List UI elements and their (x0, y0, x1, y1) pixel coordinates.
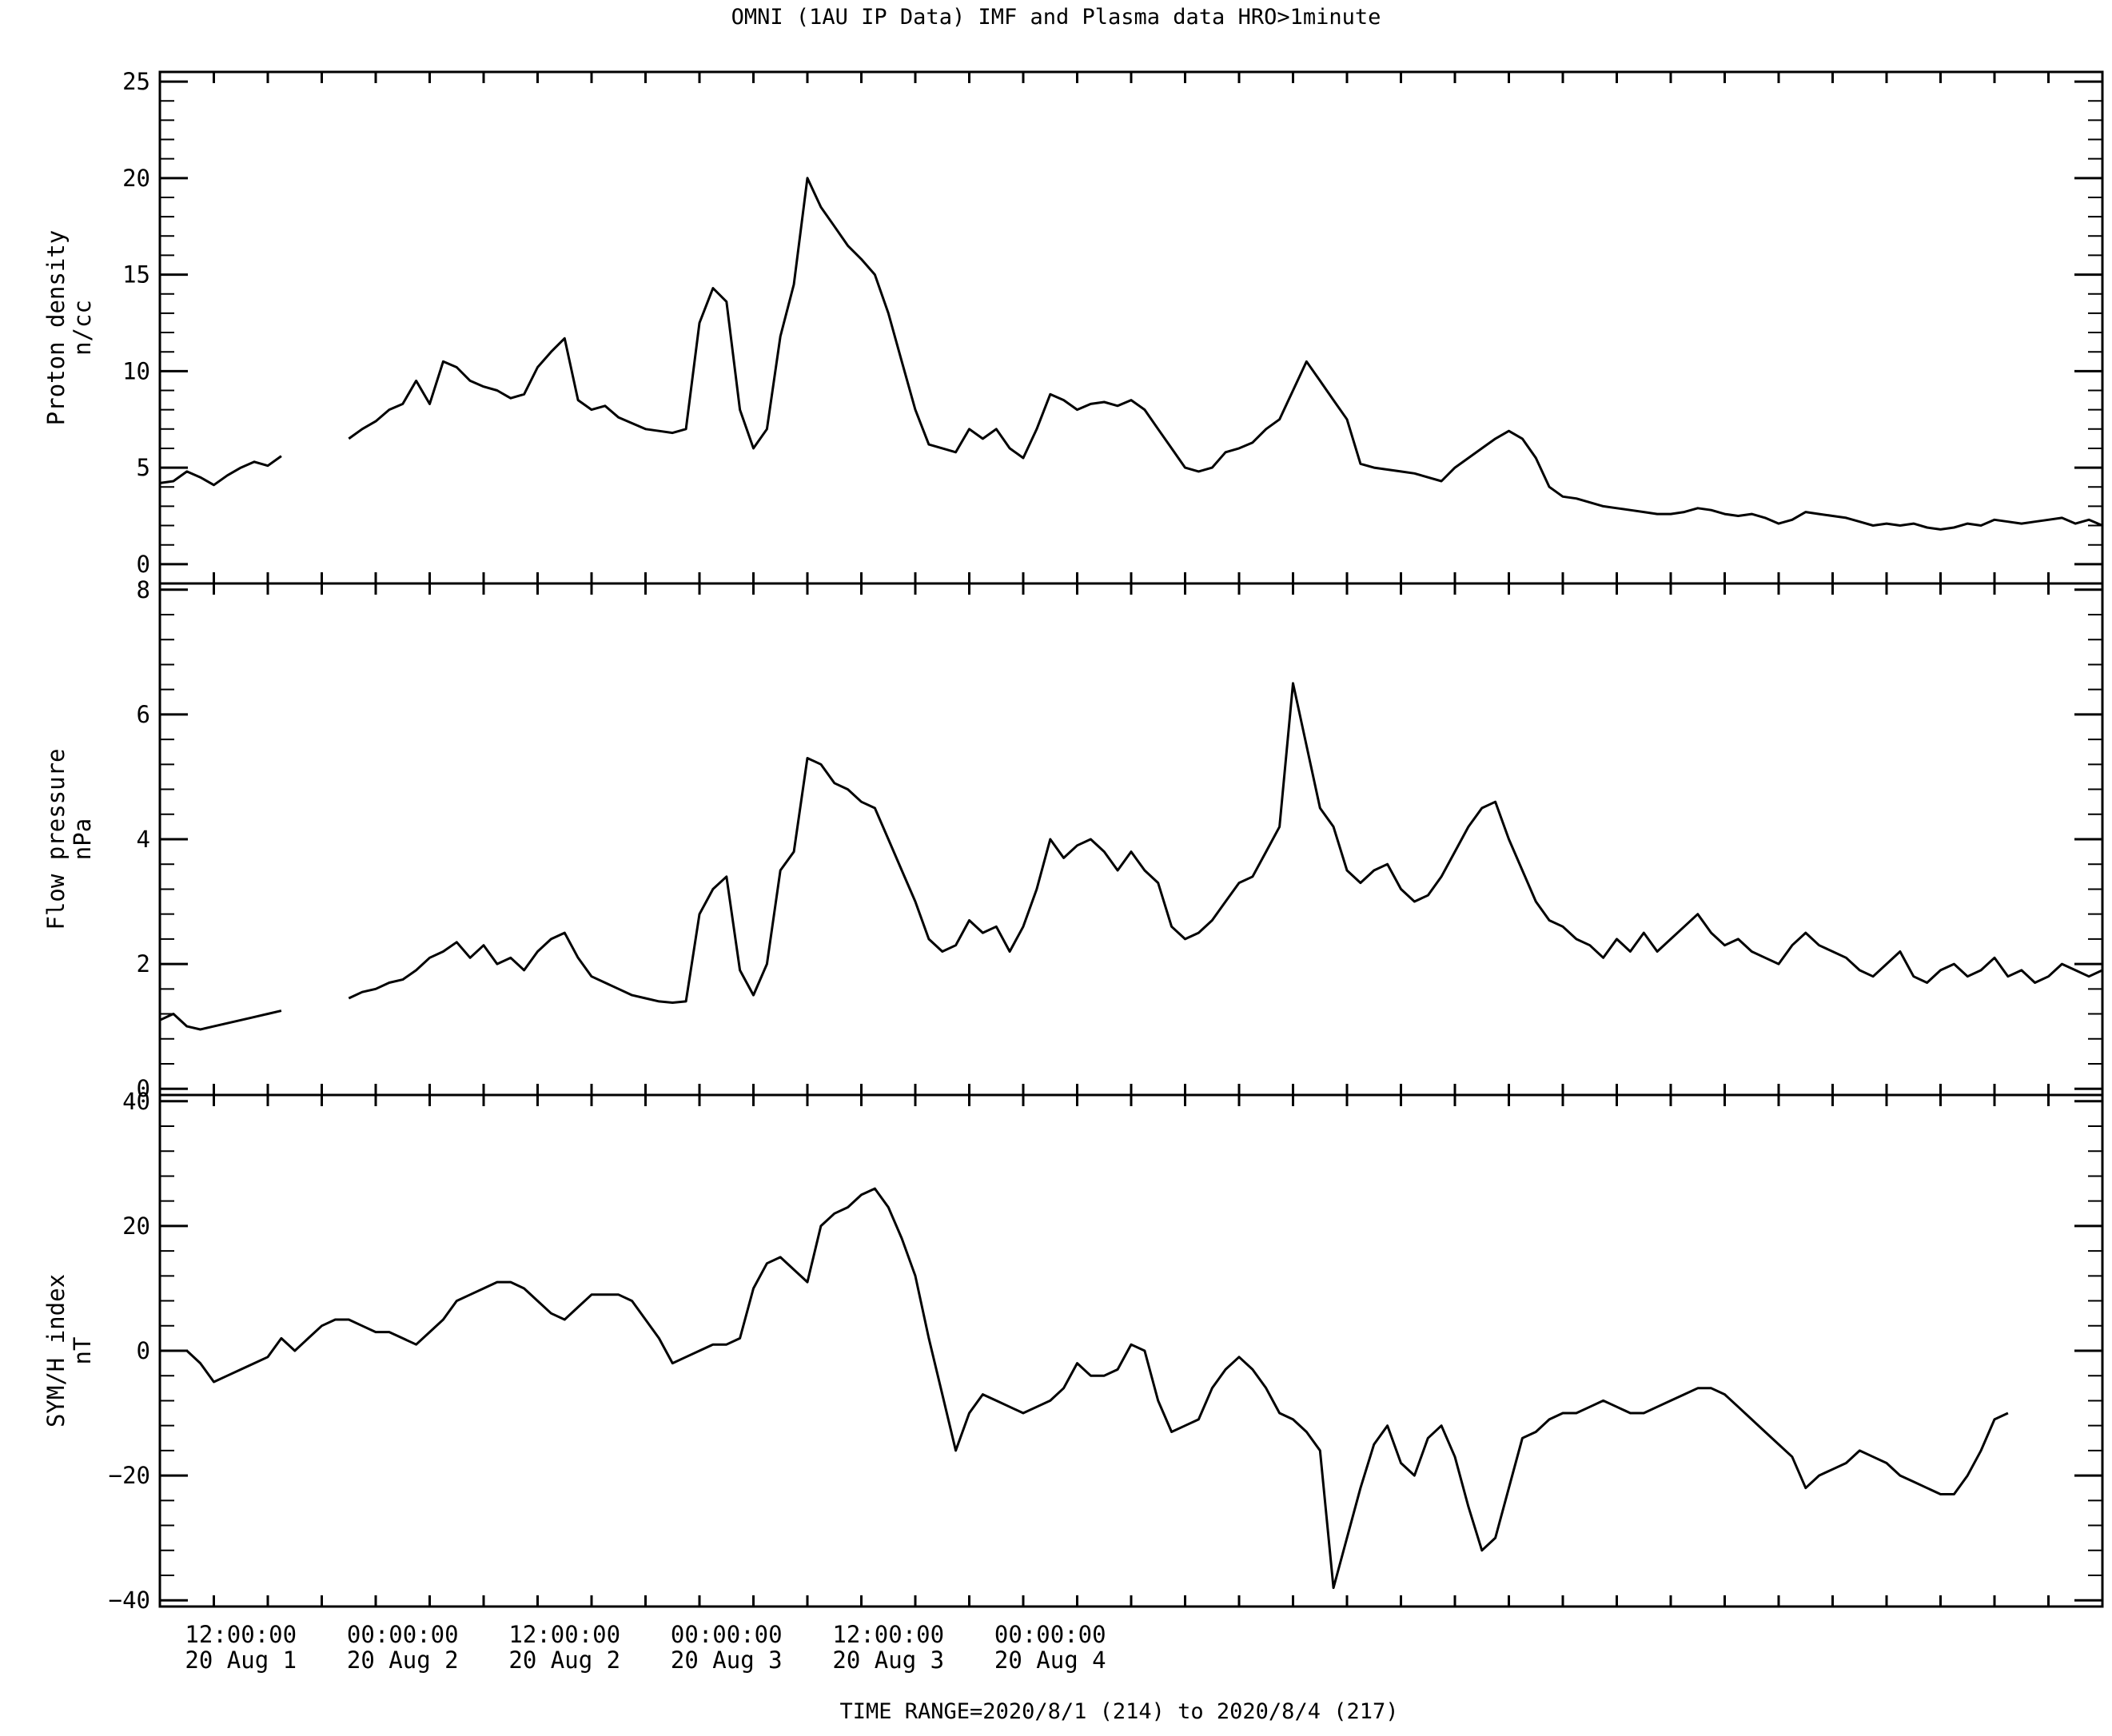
x-axis-ticks (158, 583, 2104, 1095)
y-axis: −40 −20 0 20 40 (109, 1088, 2102, 1614)
x-tick-date: 20 Aug 4 (994, 1646, 1106, 1674)
y-tick-label: 25 (122, 68, 150, 95)
series-line (159, 177, 2103, 531)
y-tick-label: −20 (109, 1462, 150, 1489)
y-axis: 0 2 4 6 8 (137, 576, 2102, 1102)
series-line (160, 1187, 2009, 1590)
x-tick-time: 12:00:00 (832, 1621, 944, 1648)
y-tick-label: 8 (137, 576, 150, 603)
x-tick-date: 20 Aug 2 (347, 1646, 459, 1674)
time-range-footer: TIME RANGE=2020/8/1 (214) to 2020/8/4 (2… (840, 1699, 1399, 1724)
y-axis-label: SYM/H index (42, 1274, 70, 1427)
y-axis-unit: n/cc (69, 300, 96, 356)
y-tick-label: 4 (137, 826, 150, 853)
panel-frame (158, 582, 2104, 1097)
y-axis-unit: nT (69, 1337, 96, 1365)
y-tick-label: 6 (137, 701, 150, 728)
y-tick-label: 0 (137, 551, 150, 578)
series-flow-pressure (159, 682, 2103, 1031)
y-tick-label: 15 (122, 261, 150, 289)
x-tick-date: 20 Aug 1 (185, 1646, 297, 1674)
y-tick-label: 5 (137, 454, 150, 481)
x-tick-time: 12:00:00 (508, 1621, 620, 1648)
series-proton-density (159, 177, 2103, 531)
chart-title: OMNI (1AU IP Data) IMF and Plasma data H… (731, 5, 1381, 30)
x-tick-time: 00:00:00 (671, 1621, 783, 1648)
panel-proton-density: 0 5 10 15 20 25 Proton density n/cc (42, 68, 2104, 585)
x-tick-time: 00:00:00 (994, 1621, 1106, 1648)
x-tick-date: 20 Aug 3 (832, 1646, 944, 1674)
x-tick-time: 00:00:00 (347, 1621, 459, 1648)
x-tick-date: 20 Aug 2 (508, 1646, 620, 1674)
y-tick-label: 20 (122, 1212, 150, 1240)
y-tick-label: 40 (122, 1088, 150, 1115)
y-axis: 0 5 10 15 20 25 (122, 68, 2102, 578)
y-tick-label: 0 (137, 1337, 150, 1364)
x-axis-ticks (158, 72, 2104, 583)
y-axis-unit: nPa (69, 818, 96, 860)
series-sym-h (160, 1187, 2009, 1590)
y-axis-label: Flow pressure (42, 749, 70, 930)
panel-frame (158, 70, 2104, 585)
y-tick-label: 10 (122, 357, 150, 384)
y-axis-label: Proton density (42, 230, 70, 425)
x-tick-date: 20 Aug 3 (671, 1646, 783, 1674)
y-tick-label: 2 (137, 950, 150, 977)
y-tick-label: 0 (137, 1075, 150, 1102)
y-tick-label: 20 (122, 165, 150, 192)
x-axis-ticks (158, 1095, 2104, 1607)
x-tick-time: 12:00:00 (185, 1621, 297, 1648)
series-line (159, 682, 2103, 1031)
panel-flow-pressure: 0 2 4 6 8 Flow pressure nPa (42, 576, 2104, 1102)
panel-frame (158, 1093, 2104, 1608)
y-tick-label: −40 (109, 1587, 150, 1614)
panel-sym-h-index: −40 −20 0 20 40 SYM/H index nT (42, 1088, 2104, 1614)
